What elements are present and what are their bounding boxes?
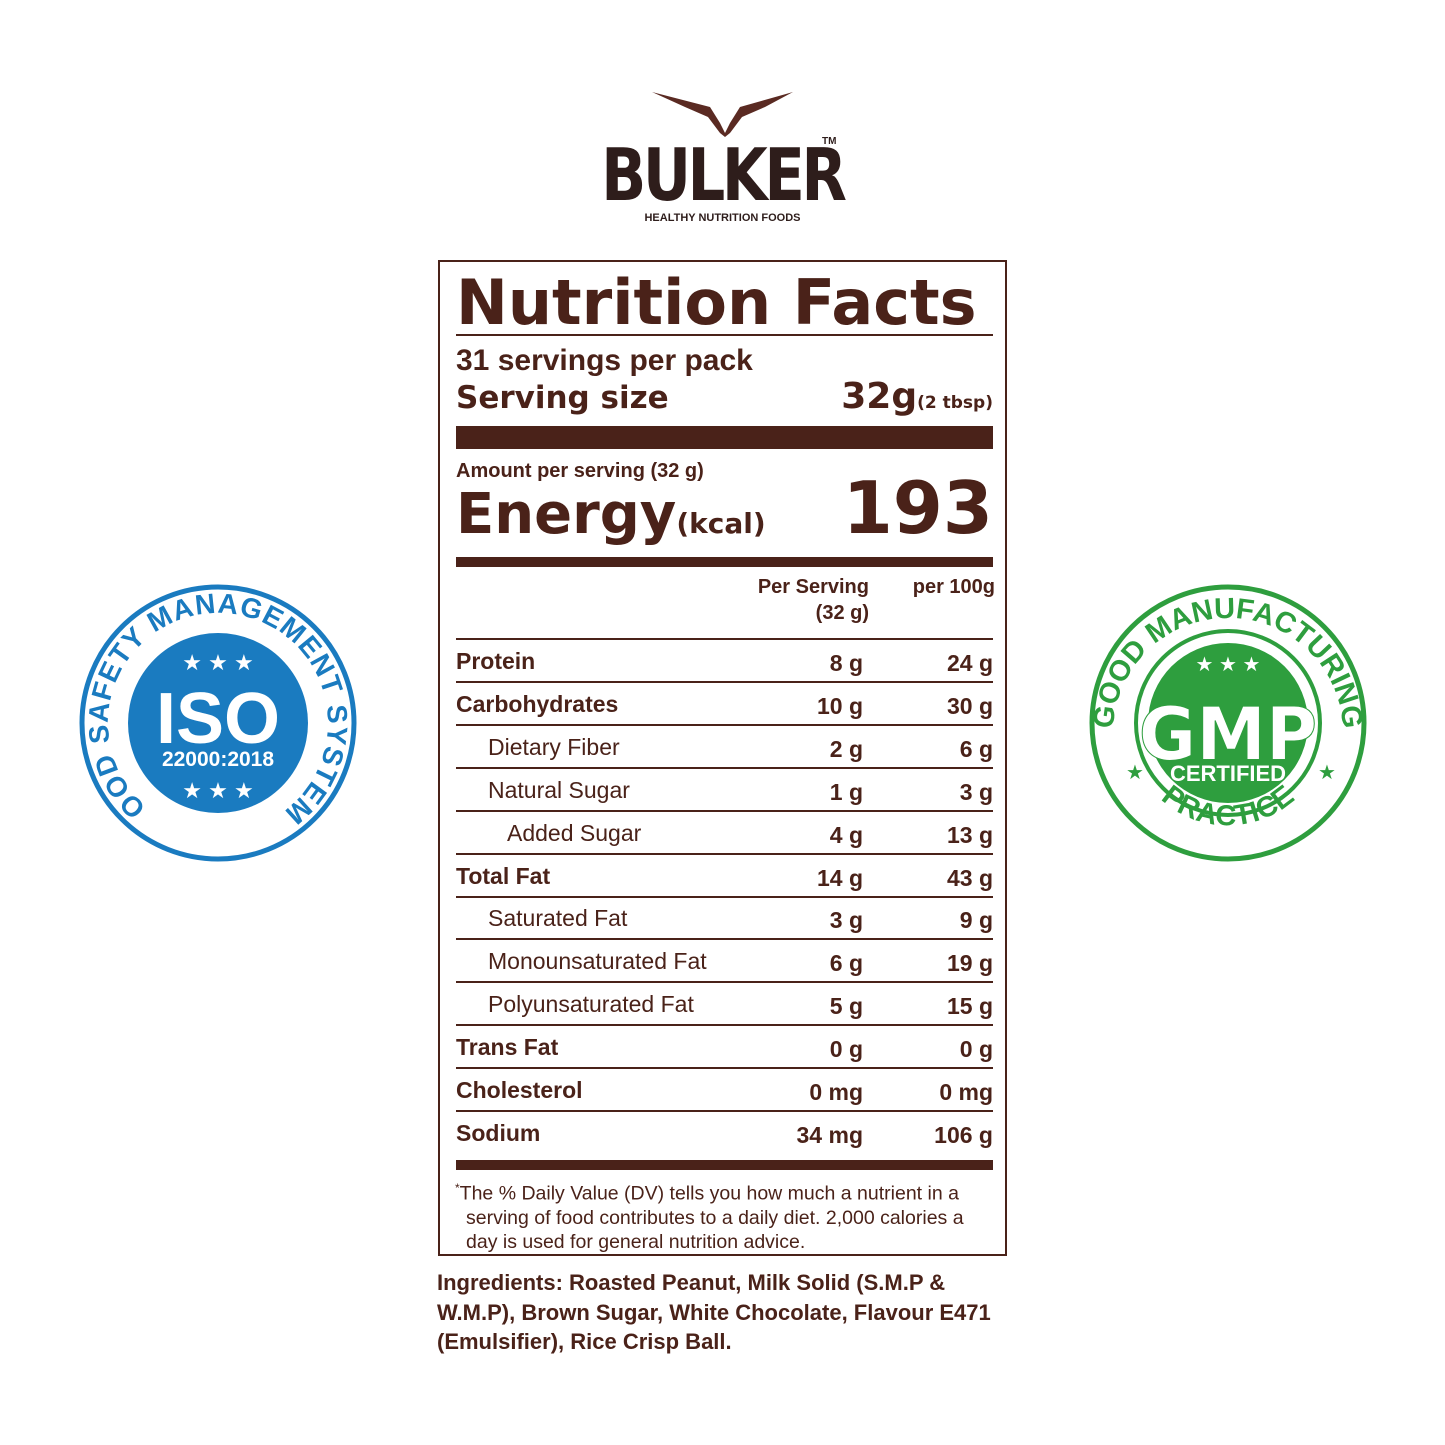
nutrient-name: Cholesterol: [456, 1077, 583, 1103]
star-icon: ★: [1318, 762, 1336, 784]
gmp-certified: CERTIFIED: [1170, 761, 1286, 786]
nutrient-row: Carbohydrates 10 g 30 g: [456, 683, 993, 726]
nutrient-row: Sodium 34 mg 106 g: [456, 1112, 993, 1155]
per-serving-value: 0 g: [829, 1036, 863, 1063]
per-100g-value: 3 g: [959, 778, 993, 805]
star-icon: ★: [1126, 762, 1144, 784]
star-icon: ★ ★ ★: [182, 778, 253, 803]
per-serving-value: 6 g: [829, 950, 863, 977]
nutrient-name: Total Fat: [456, 862, 551, 889]
nutrient-name: Carbohydrates: [456, 690, 619, 717]
energy-label: Energy(kcal): [456, 482, 766, 547]
panel-title: Nutrition Facts: [456, 266, 977, 339]
brand-tagline: HEALTHY NUTRITION FOODS: [644, 212, 801, 224]
nutrient-row: Trans Fat 0 g 0 g: [456, 1026, 993, 1070]
per-100g-value: 15 g: [946, 993, 993, 1020]
nutrient-name: Added Sugar: [507, 819, 642, 846]
nutrient-row: Dietary Fiber 2 g 6 g: [456, 726, 993, 769]
serving-size-label: Serving size: [456, 380, 669, 416]
nutrient-name: Sodium: [456, 1119, 541, 1146]
nutrient-name: Saturated Fat: [488, 905, 628, 932]
nutrient-row: Saturated Fat 3 g 9 g: [456, 897, 993, 941]
iso-text: ISO: [156, 679, 280, 759]
brand-name: BULKER: [601, 133, 847, 217]
iso-standard: 22000:2018: [162, 748, 274, 771]
per-100g-value: 13 g: [946, 821, 993, 848]
iso-badge: FOOD SAFETY MANAGEMENT SYSTEM ISO 22000:…: [78, 583, 358, 863]
energy-value: 193: [842, 466, 993, 550]
servings-per-pack: 31 servings per pack: [456, 344, 753, 377]
nutrient-name: Monounsaturated Fat: [488, 948, 707, 975]
per-serving-value: 3 g: [829, 907, 863, 934]
per-serving-value: 34 mg: [796, 1121, 863, 1148]
nutrient-name: Trans Fat: [456, 1034, 559, 1061]
nutrient-row: Cholesterol 0 mg 0 mg: [456, 1069, 993, 1112]
per-serving-value: 10 g: [816, 692, 863, 719]
star-icon: ★ ★ ★: [182, 650, 253, 675]
wings-logo-icon: [652, 92, 793, 137]
footnote: *The % Daily Value (DV) tells you how mu…: [455, 1181, 964, 1253]
nutrient-row: Monounsaturated Fat 6 g 19 g: [456, 940, 993, 984]
nutrient-row: Added Sugar 4 g 13 g: [456, 812, 993, 855]
per-100g-value: 0 mg: [939, 1079, 993, 1105]
col-per-100g: per 100g: [912, 576, 995, 598]
per-100g-value: 106 g: [934, 1121, 993, 1148]
per-100g-value: 6 g: [959, 735, 993, 762]
col-per-serving: Per Serving (32 g): [757, 576, 869, 624]
gmp-badge: GOOD MANUFACTURING PRACTICE GMP CERTIFIE…: [1088, 584, 1368, 862]
per-100g-value: 30 g: [946, 692, 993, 719]
per-serving-value: 2 g: [829, 735, 863, 762]
per-serving-value: 4 g: [829, 821, 863, 848]
serving-size-value: 32g(2 tbsp): [841, 376, 993, 417]
nutrient-name: Dietary Fiber: [488, 733, 620, 760]
nutrient-row: Polyunsaturated Fat 5 g 15 g: [456, 983, 993, 1027]
nutrient-name: Natural Sugar: [488, 776, 630, 803]
per-serving-value: 0 mg: [809, 1079, 863, 1105]
nutrient-row: Natural Sugar 1 g 3 g: [456, 769, 993, 812]
per-serving-value: 1 g: [829, 778, 863, 805]
per-100g-value: 43 g: [946, 864, 993, 891]
per-100g-value: 19 g: [946, 950, 993, 977]
nutrient-name: Protein: [456, 648, 536, 674]
star-icon: ★ ★ ★: [1196, 654, 1261, 676]
per-serving-value: 5 g: [829, 993, 863, 1020]
per-100g-value: 24 g: [946, 650, 993, 676]
gmp-text: GMP: [1139, 691, 1317, 777]
nutrient-name: Polyunsaturated Fat: [488, 991, 694, 1018]
nutrient-row: Total Fat 14 g 43 g: [456, 855, 993, 898]
per-serving-value: 8 g: [829, 650, 863, 676]
amount-per-serving: Amount per serving (32 g): [456, 460, 704, 482]
per-serving-value: 14 g: [816, 864, 863, 891]
ingredients: Ingredients: Roasted Peanut, Milk Solid …: [437, 1270, 991, 1354]
trademark: TM: [822, 136, 837, 147]
nutrition-facts-panel: Nutrition Facts 31 servings per pack Ser…: [438, 260, 1007, 1256]
per-100g-value: 9 g: [959, 907, 993, 934]
per-100g-value: 0 g: [959, 1036, 993, 1063]
nutrient-row: Protein 8 g 24 g: [456, 640, 993, 683]
